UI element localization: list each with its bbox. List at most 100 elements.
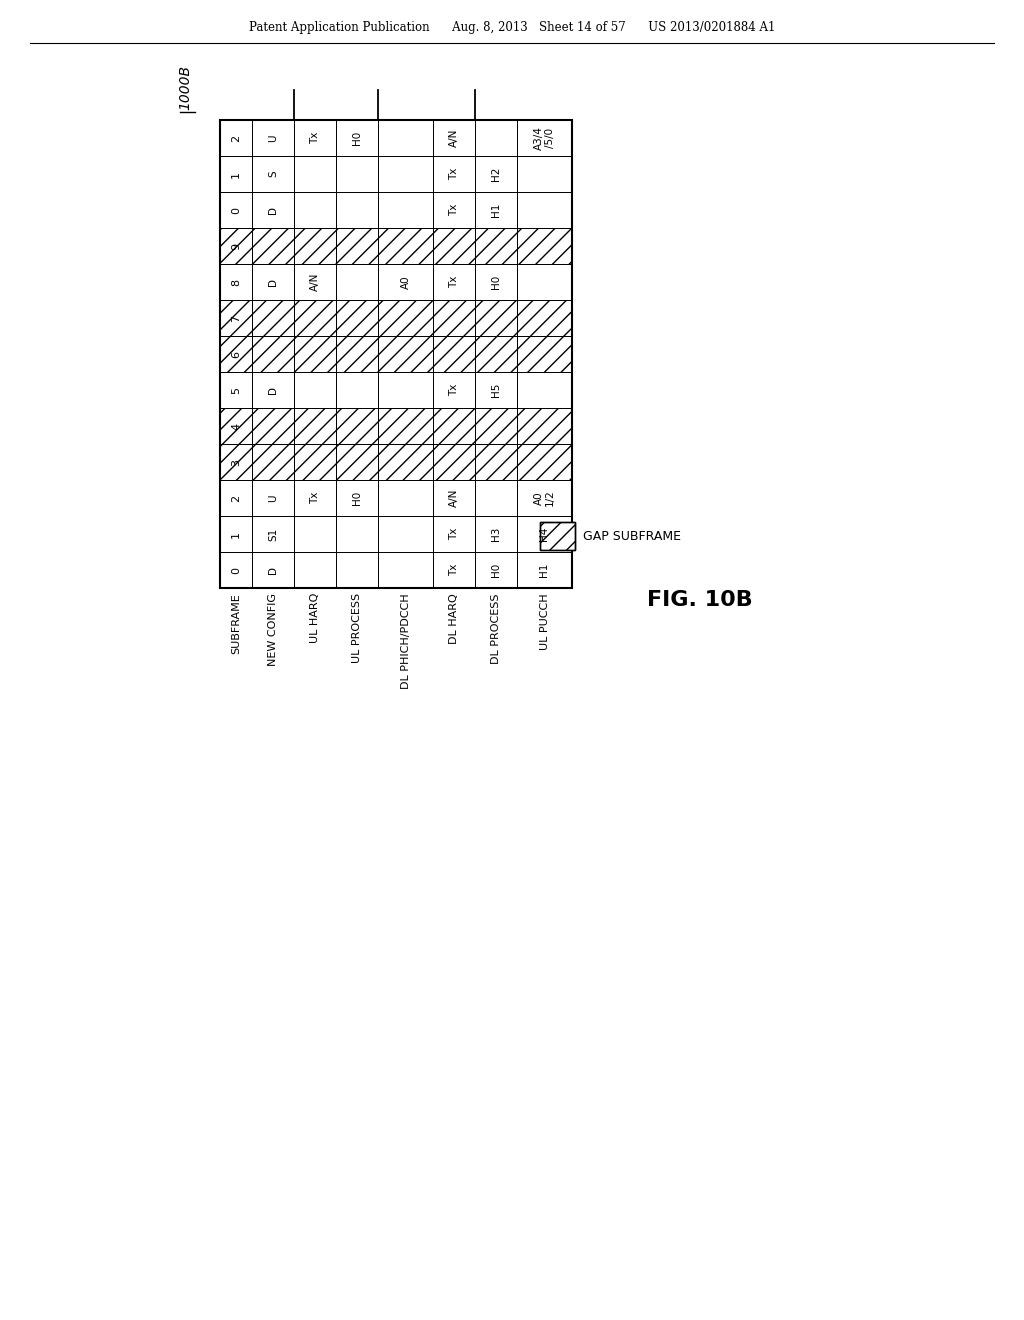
Bar bbox=[252, 516, 294, 552]
Bar bbox=[294, 480, 336, 516]
Bar bbox=[378, 480, 433, 516]
Bar bbox=[378, 337, 433, 372]
Bar bbox=[336, 264, 378, 300]
Text: 2: 2 bbox=[231, 495, 241, 502]
Bar bbox=[378, 264, 433, 300]
Bar bbox=[378, 191, 433, 228]
Text: U: U bbox=[268, 494, 278, 502]
Bar bbox=[220, 228, 252, 264]
Bar bbox=[336, 480, 378, 516]
Bar bbox=[294, 552, 336, 587]
Text: 1000B: 1000B bbox=[178, 65, 193, 110]
Text: Tx: Tx bbox=[310, 492, 319, 504]
Bar bbox=[517, 120, 572, 156]
Bar bbox=[378, 372, 433, 408]
Bar bbox=[252, 228, 294, 264]
Bar bbox=[433, 228, 475, 264]
Bar bbox=[294, 516, 336, 552]
Bar bbox=[336, 372, 378, 408]
Text: U: U bbox=[268, 135, 278, 141]
Text: Tx: Tx bbox=[449, 528, 459, 540]
Bar bbox=[220, 191, 252, 228]
Bar bbox=[433, 444, 475, 480]
Text: H1: H1 bbox=[490, 203, 501, 218]
Bar bbox=[294, 408, 336, 444]
Text: H0: H0 bbox=[352, 491, 362, 506]
Bar bbox=[433, 120, 475, 156]
Bar bbox=[336, 337, 378, 372]
Bar bbox=[540, 521, 575, 550]
Text: D: D bbox=[268, 279, 278, 286]
Bar bbox=[433, 408, 475, 444]
Bar bbox=[252, 337, 294, 372]
Bar bbox=[252, 552, 294, 587]
Bar bbox=[517, 408, 572, 444]
Bar bbox=[252, 480, 294, 516]
Bar bbox=[475, 408, 517, 444]
Bar bbox=[336, 337, 378, 372]
Bar bbox=[336, 444, 378, 480]
Bar bbox=[294, 156, 336, 191]
Bar bbox=[336, 552, 378, 587]
Text: 6: 6 bbox=[231, 351, 241, 358]
Bar bbox=[433, 337, 475, 372]
Bar bbox=[252, 372, 294, 408]
Text: H3: H3 bbox=[490, 527, 501, 541]
Bar bbox=[220, 444, 252, 480]
Text: Tx: Tx bbox=[449, 564, 459, 577]
Bar bbox=[378, 120, 433, 156]
Text: Tx: Tx bbox=[449, 203, 459, 216]
Text: A/N: A/N bbox=[310, 273, 319, 292]
Bar bbox=[252, 444, 294, 480]
Bar bbox=[475, 408, 517, 444]
Bar bbox=[378, 337, 433, 372]
Text: GAP SUBFRAME: GAP SUBFRAME bbox=[583, 529, 681, 543]
Text: DL PHICH/PDCCH: DL PHICH/PDCCH bbox=[400, 593, 411, 689]
Bar bbox=[294, 191, 336, 228]
Bar bbox=[378, 300, 433, 337]
Bar bbox=[252, 337, 294, 372]
Bar bbox=[433, 337, 475, 372]
Bar bbox=[336, 191, 378, 228]
Bar bbox=[517, 408, 572, 444]
Bar bbox=[294, 408, 336, 444]
Bar bbox=[252, 408, 294, 444]
Bar bbox=[433, 300, 475, 337]
Text: 9: 9 bbox=[231, 243, 241, 249]
Bar bbox=[378, 300, 433, 337]
Bar bbox=[294, 372, 336, 408]
Bar bbox=[433, 300, 475, 337]
Text: H0: H0 bbox=[490, 275, 501, 289]
Bar bbox=[517, 337, 572, 372]
Bar bbox=[220, 337, 252, 372]
Bar bbox=[220, 156, 252, 191]
Bar bbox=[220, 480, 252, 516]
Bar bbox=[475, 444, 517, 480]
Bar bbox=[220, 120, 572, 587]
Text: 0: 0 bbox=[231, 206, 241, 214]
Bar bbox=[517, 444, 572, 480]
Bar bbox=[294, 300, 336, 337]
Bar bbox=[517, 264, 572, 300]
Text: FIG. 10B: FIG. 10B bbox=[647, 590, 753, 610]
Text: H0: H0 bbox=[352, 131, 362, 145]
Text: 1: 1 bbox=[231, 531, 241, 537]
Text: A0
1/2: A0 1/2 bbox=[535, 490, 555, 507]
Bar bbox=[220, 337, 252, 372]
Bar bbox=[220, 408, 252, 444]
Bar bbox=[517, 300, 572, 337]
Bar bbox=[475, 444, 517, 480]
Bar bbox=[378, 228, 433, 264]
Bar bbox=[220, 408, 252, 444]
Bar bbox=[220, 300, 252, 337]
Bar bbox=[475, 337, 517, 372]
Bar bbox=[517, 156, 572, 191]
Bar bbox=[517, 372, 572, 408]
Bar bbox=[540, 521, 575, 550]
Bar bbox=[475, 264, 517, 300]
Bar bbox=[294, 444, 336, 480]
Text: S1: S1 bbox=[268, 528, 278, 541]
Text: D: D bbox=[268, 206, 278, 214]
Bar bbox=[475, 228, 517, 264]
Bar bbox=[517, 228, 572, 264]
